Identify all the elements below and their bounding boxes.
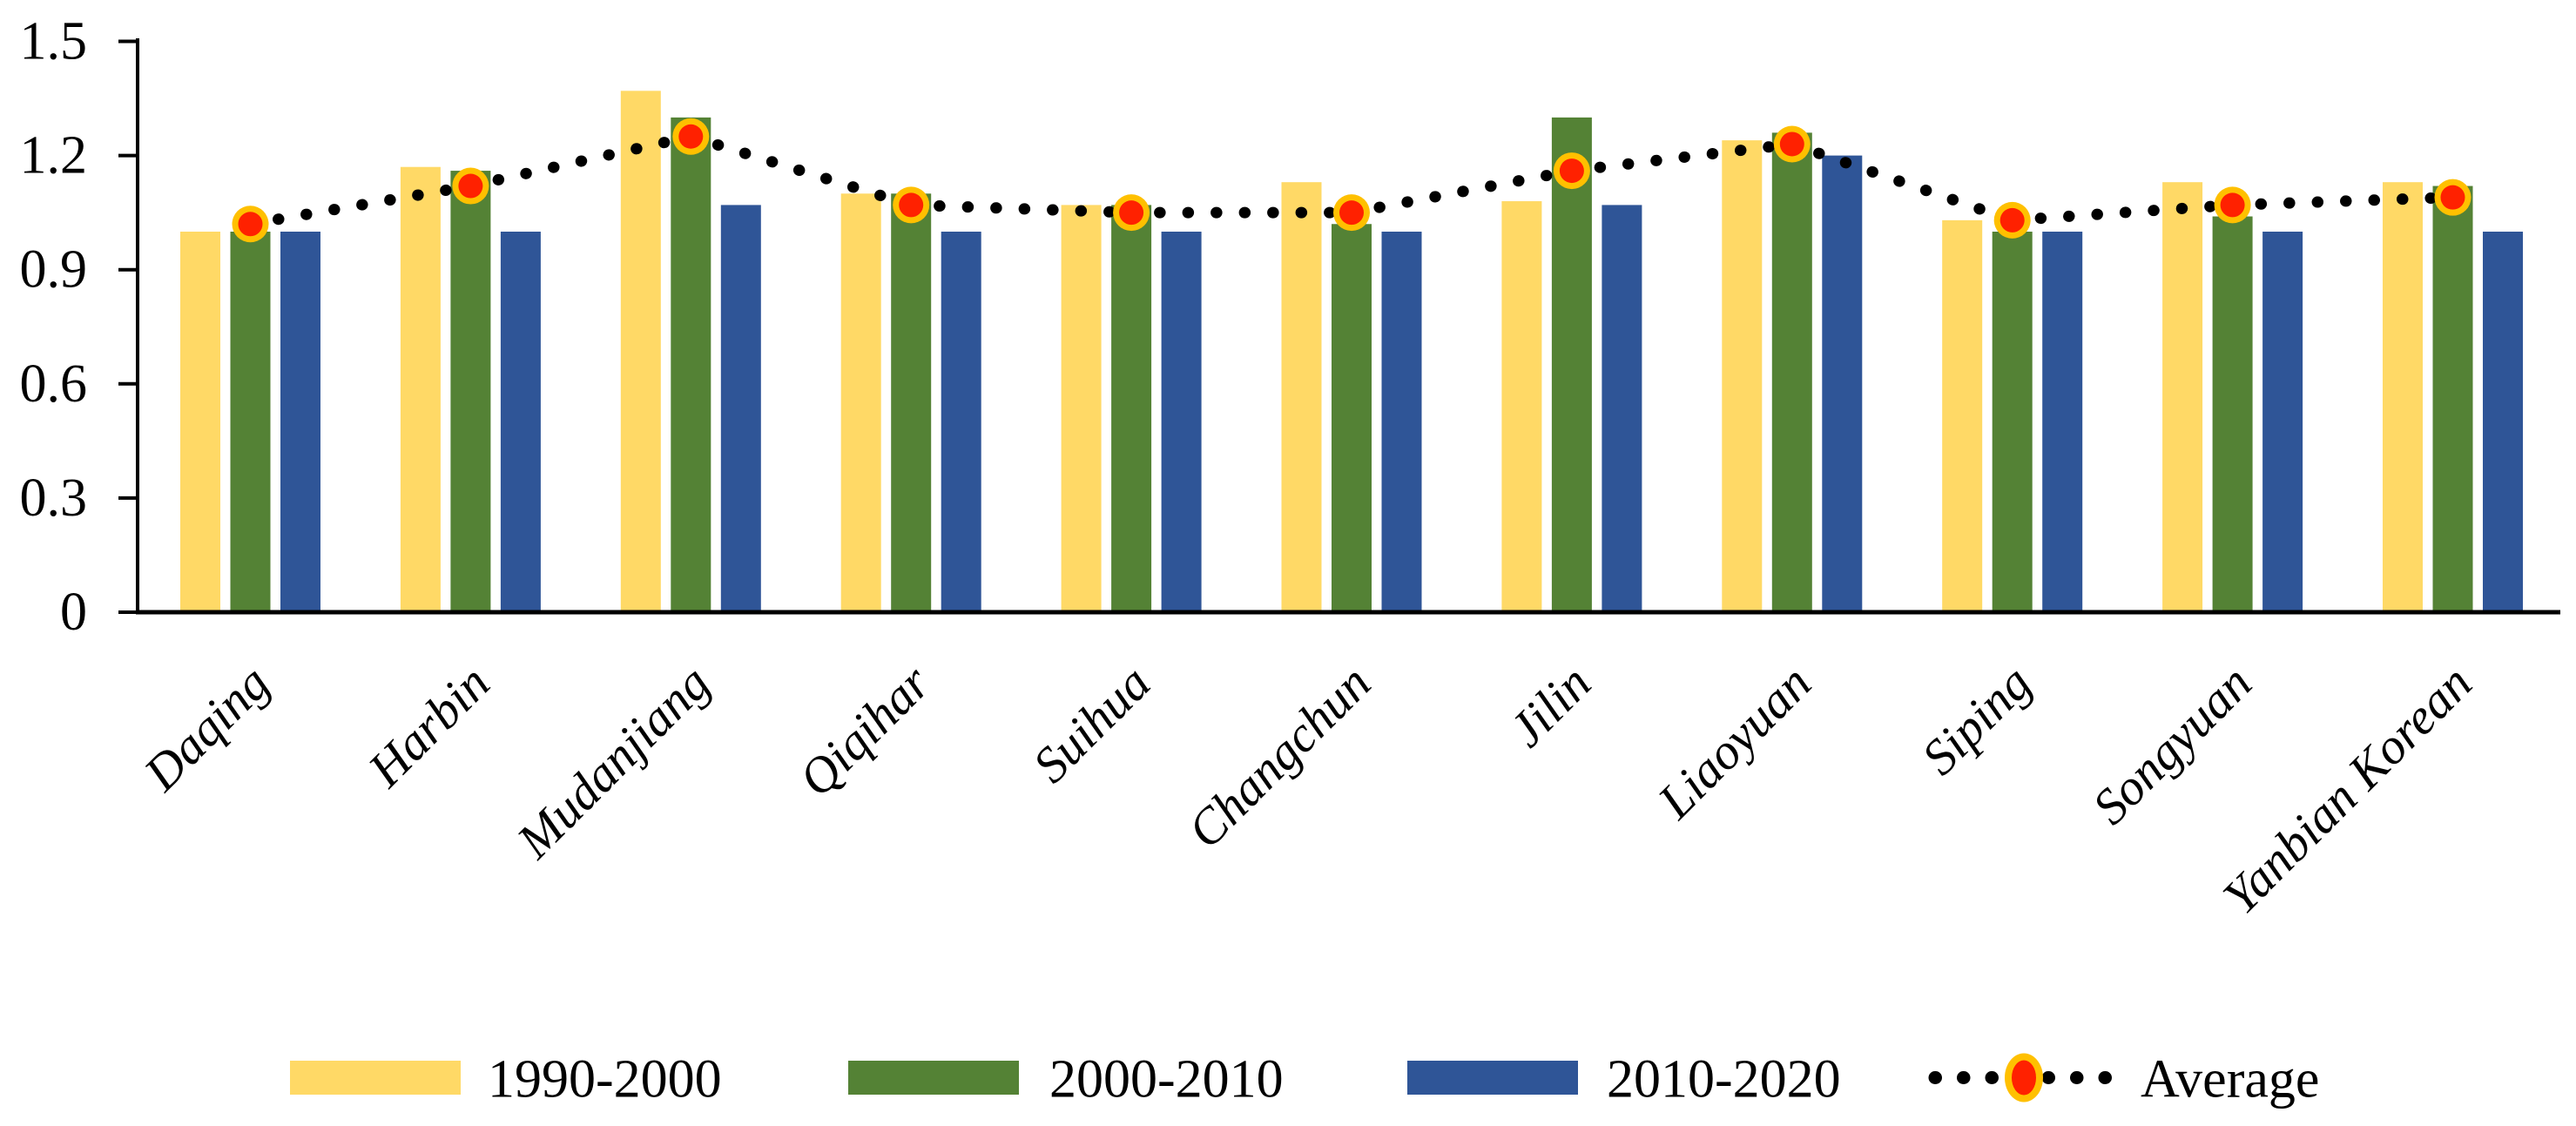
bar-2000-2010-suihua	[1111, 205, 1152, 612]
bar-2000-2010-siping	[1992, 232, 2033, 612]
avg-marker-core	[1119, 200, 1144, 226]
bar-1990-2000-songyuan	[2162, 182, 2203, 612]
legend: 1990-2000 2000-2010 2010-2020 Average	[290, 1050, 2319, 1109]
average-markers	[232, 118, 2471, 243]
y-axis: 0 0.3 0.6 0.9 1.2 1.5	[20, 12, 139, 642]
avg-marker-jilin	[1553, 152, 1590, 190]
average-line-segment	[245, 180, 476, 230]
x-label-songyuan: Songyuan	[2081, 654, 2262, 835]
average-line-segment	[1566, 138, 1798, 177]
x-label-qiqihar: Qiqihar	[788, 654, 941, 807]
x-label-daqing: Daqing	[132, 654, 280, 802]
bar-2010-2020-siping	[2042, 232, 2083, 612]
x-label-suihua: Suihua	[1022, 654, 1161, 793]
bar-2010-2020-yanbian-korean	[2483, 232, 2523, 612]
legend-label-average: Average	[2141, 1050, 2319, 1109]
avg-marker-changchun	[1333, 194, 1370, 232]
average-line-segment	[2006, 199, 2239, 226]
y-tick-label: 0	[60, 583, 87, 642]
bar-1990-2000-siping	[1942, 219, 1983, 612]
legend-swatch-2000-2010	[848, 1061, 1019, 1095]
avg-marker-core	[1559, 158, 1584, 184]
x-label-liaoyuan: Liaoyuan	[1646, 654, 1822, 830]
avg-marker-core	[238, 212, 263, 237]
bar-2000-2010-songyuan	[2212, 216, 2253, 612]
x-category-labels: Daqing Harbin Mudanjiang Qiqihar Suihua Chang…	[132, 654, 2483, 925]
x-label-siping: Siping	[1911, 654, 2042, 786]
bar-2010-2020-jilin	[1602, 205, 1642, 612]
bar-2010-2020-songyuan	[2262, 232, 2303, 612]
avg-marker-core	[2220, 192, 2245, 218]
avg-marker-liaoyuan	[1773, 125, 1811, 163]
bar-2010-2020-mudanjiang	[720, 205, 761, 612]
legend-swatch-2010-2020	[1407, 1061, 1578, 1095]
bar-2010-2020-harbin	[500, 232, 541, 612]
avg-marker-daqing	[232, 206, 269, 243]
bar-1990-2000-yanbian-korean	[2383, 182, 2423, 612]
bar-1990-2000-qiqihar	[840, 193, 881, 613]
bar-1990-2000-changchun	[1281, 182, 1322, 612]
bar-2000-2010-qiqihar	[891, 193, 932, 613]
avg-marker-core	[899, 192, 924, 218]
avg-marker-core	[2440, 185, 2465, 210]
y-tick-label: 0.3	[20, 469, 88, 528]
bar-1990-2000-daqing	[180, 232, 220, 612]
average-line-segment	[1345, 165, 1578, 219]
bar-2000-2010-mudanjiang	[671, 117, 711, 612]
y-tick-label: 1.5	[20, 12, 88, 71]
avg-marker-core	[1339, 200, 1364, 226]
bar-1990-2000-jilin	[1501, 201, 1542, 613]
bar-2010-2020-liaoyuan	[1822, 155, 1863, 613]
x-label-changchun: Changchun	[1177, 654, 1381, 859]
bar-2000-2010-jilin	[1551, 117, 1592, 612]
legend-label-2000-2010: 2000-2010	[1049, 1050, 1284, 1109]
legend-label-2010-2020: 2010-2020	[1607, 1050, 1841, 1109]
bar-2010-2020-daqing	[280, 232, 320, 612]
bar-2000-2010-yanbian-korean	[2432, 185, 2473, 612]
avg-marker-qiqihar	[893, 186, 930, 224]
bar-2010-2020-qiqihar	[941, 232, 981, 612]
avg-marker-core	[678, 124, 704, 149]
avg-marker-songyuan	[2214, 186, 2251, 224]
legend-swatch-1990-2000	[290, 1061, 461, 1095]
bar-1990-2000-harbin	[400, 166, 441, 612]
bar-1990-2000-suihua	[1061, 205, 1102, 612]
avg-marker-siping	[1993, 201, 2031, 239]
avg-marker-core	[458, 173, 483, 199]
x-label-mudanjiang: Mudanjiang	[505, 654, 720, 869]
bar-1990-2000-mudanjiang	[620, 91, 661, 612]
x-label-harbin: Harbin	[356, 654, 500, 798]
avg-marker-core	[1999, 207, 2025, 233]
average-line-segment	[464, 131, 697, 192]
average-line-segment	[905, 199, 1137, 219]
average-line-segment	[684, 131, 917, 211]
bar-series	[180, 91, 2523, 613]
y-tick-label: 1.2	[20, 126, 88, 185]
legend-label-1990-2000: 1990-2000	[488, 1050, 722, 1109]
avg-marker-mudanjiang	[672, 118, 710, 155]
avg-marker-harbin	[452, 167, 489, 205]
bar-2010-2020-suihua	[1161, 232, 1202, 612]
average-line-segment	[1786, 138, 2019, 226]
average-dotted-line	[245, 131, 2458, 230]
avg-marker-suihua	[1113, 194, 1150, 232]
legend-average-marker-core	[2012, 1060, 2036, 1096]
x-label-jilin: Jilin	[1498, 654, 1602, 758]
average-line-segment	[2227, 192, 2458, 211]
y-tick-label: 0.6	[20, 354, 88, 414]
bar-2000-2010-daqing	[230, 232, 271, 612]
bar-2010-2020-changchun	[1381, 232, 1422, 612]
bar-2000-2010-liaoyuan	[1771, 132, 1812, 612]
avg-marker-yanbian-korean	[2434, 179, 2471, 216]
bar-1990-2000-liaoyuan	[1722, 140, 1763, 612]
bar-2000-2010-harbin	[450, 171, 491, 612]
avg-marker-core	[1779, 131, 1804, 157]
bar-2000-2010-changchun	[1332, 224, 1372, 612]
y-tick-label: 0.9	[20, 240, 88, 300]
